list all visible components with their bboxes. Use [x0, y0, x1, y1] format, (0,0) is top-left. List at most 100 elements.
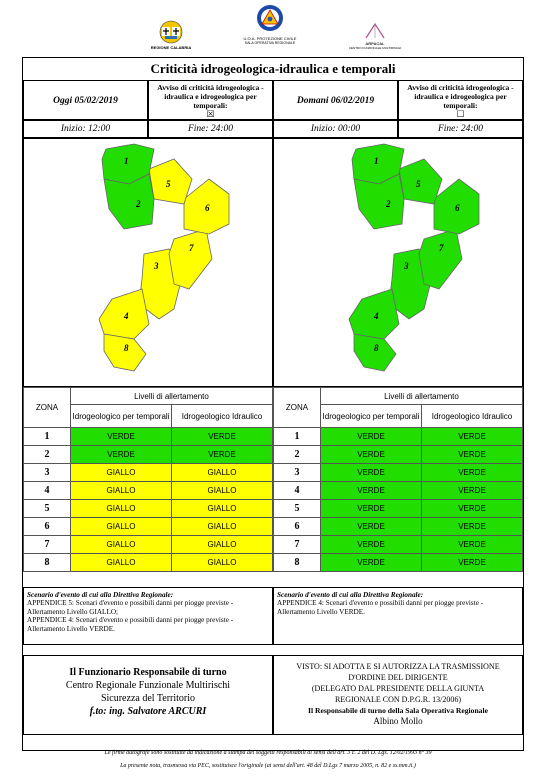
today-zone-cell: 2	[23, 445, 71, 464]
footer-left-line2: Centro Regionale Funzionale Multirischi	[65, 680, 231, 691]
tomorrow-alert-table: ZONA Livelli di allertamento Idrogeologi…	[273, 387, 523, 572]
tomorrow-avviso-checkbox[interactable]: ☐	[456, 109, 465, 119]
footer-right-line1: VISTO: SI ADOTTA E SI AUTORIZZA LA TRASM…	[296, 662, 500, 671]
today-scenario-heading: Scenario d'evento di cui alla Direttiva …	[27, 591, 174, 599]
today-zone-cell: 7	[23, 535, 71, 554]
today-zone-label-2: 2	[135, 199, 141, 209]
today-level-temporali: VERDE	[70, 427, 172, 446]
tomorrow-col2-header: Idrogeologico Idraulico	[421, 404, 523, 428]
today-zone-label-1: 1	[124, 156, 129, 166]
tomorrow-zone-cell: 7	[273, 535, 321, 554]
arpacal-emblem-icon	[365, 22, 385, 39]
tomorrow-row: 7 VERDE VERDE	[273, 535, 523, 554]
tomorrow-zone-label-8: 8	[374, 343, 379, 353]
today-zone-cell: 1	[23, 427, 71, 446]
today-alert-table: ZONA Livelli di allertamento Idrogeologi…	[23, 387, 273, 572]
today-level-idraulico: GIALLO	[171, 517, 273, 536]
today-livelli-header: Livelli di allertamento	[70, 387, 273, 405]
tomorrow-row: 8 VERDE VERDE	[273, 553, 523, 572]
today-row: 2 VERDE VERDE	[23, 445, 273, 464]
today-zone-6-area	[183, 178, 230, 235]
today-zone-8-area	[103, 333, 147, 372]
today-level-idraulico: GIALLO	[171, 553, 273, 572]
tomorrow-zone-cell: 5	[273, 499, 321, 518]
tomorrow-zone-label-3: 3	[403, 261, 409, 271]
tomorrow-row: 2 VERDE VERDE	[273, 445, 523, 464]
tomorrow-row: 6 VERDE VERDE	[273, 517, 523, 536]
tomorrow-zone-8-area	[353, 333, 397, 372]
tomorrow-map-cell: 1 2 5 6 3 7 4 8	[273, 138, 523, 387]
tomorrow-zone-cell: 6	[273, 517, 321, 536]
today-scenario-line1: APPENDICE 5: Scenari d'evento e possibil…	[27, 599, 234, 616]
footer-right-cell: VISTO: SI ADOTTA E SI AUTORIZZA LA TRASM…	[273, 655, 523, 735]
today-zone-cell: 6	[23, 517, 71, 536]
tomorrow-level-idraulico: VERDE	[421, 535, 523, 554]
tomorrow-level-temporali: VERDE	[320, 499, 422, 518]
tomorrow-level-idraulico: VERDE	[421, 481, 523, 500]
today-zone-2-area	[103, 173, 155, 230]
today-zone-label-8: 8	[124, 343, 129, 353]
tomorrow-end: Fine: 24:00	[398, 120, 523, 138]
today-zone-cell: 4	[23, 481, 71, 500]
tomorrow-zone-label-4: 4	[373, 311, 379, 321]
today-row: 5 GIALLO GIALLO	[23, 499, 273, 518]
signature-note: Le firme autografe sono sostituite da in…	[104, 750, 432, 756]
tomorrow-level-temporali: VERDE	[320, 481, 422, 500]
tomorrow-scenario-cell: Scenario d'evento di cui alla Direttiva …	[273, 587, 523, 645]
tomorrow-level-temporali: VERDE	[320, 445, 422, 464]
tomorrow-calabria-map: 1 2 5 6 3 7 4 8	[348, 143, 480, 372]
tomorrow-level-idraulico: VERDE	[421, 553, 523, 572]
tomorrow-livelli-header: Livelli di allertamento	[320, 387, 523, 405]
tomorrow-zone-7-area	[418, 228, 463, 290]
today-scenario-line2: APPENDICE 4: Scenari d'evento e possibil…	[27, 616, 234, 633]
tomorrow-scenario-heading: Scenario d'evento di cui alla Direttiva …	[277, 591, 424, 599]
today-table-body: 1 VERDE VERDE 2 VERDE VERDE 3 GIALLO GIALLO 4 GIAL…	[23, 427, 273, 572]
today-level-temporali: GIALLO	[70, 517, 172, 536]
pec-note: La presente nota, trasmessa via PEC, sos…	[120, 763, 416, 769]
footer-left-cell: Il Funzionario Responsabile di turno Cen…	[23, 655, 273, 735]
today-row: 4 GIALLO GIALLO	[23, 481, 273, 500]
tomorrow-level-idraulico: VERDE	[421, 445, 523, 464]
today-zona-header: ZONA	[23, 387, 71, 428]
footer-left-line1: Il Funzionario Responsabile di turno	[69, 667, 227, 678]
footer-left-line4: f.to: ing. Salvatore ARCURI	[89, 706, 207, 717]
tomorrow-avviso-cell: Avviso di criticità idrogeologica - idra…	[398, 80, 523, 120]
today-scenario-cell: Scenario d'evento di cui alla Direttiva …	[23, 587, 273, 645]
tomorrow-level-idraulico: VERDE	[421, 499, 523, 518]
today-zone-5-area	[148, 158, 193, 205]
tomorrow-level-idraulico: VERDE	[421, 427, 523, 446]
tomorrow-zone-label-1: 1	[374, 156, 379, 166]
today-start: Inizio: 12:00	[23, 120, 148, 138]
footer-right-line4: REGIONALE CON D.P.G.R. 13/2006)	[335, 695, 461, 704]
today-level-idraulico: GIALLO	[171, 499, 273, 518]
today-zone-label-5: 5	[166, 179, 171, 189]
today-level-temporali: GIALLO	[70, 481, 172, 500]
today-row: 1 VERDE VERDE	[23, 427, 273, 446]
header-logos: REGIONE CALABRIA U.O.A. PROTEZIONE CIVIL…	[0, 0, 536, 56]
today-level-temporali: GIALLO	[70, 535, 172, 554]
tomorrow-start: Inizio: 00:00	[273, 120, 398, 138]
tomorrow-date: Domani 06/02/2019	[296, 96, 375, 106]
today-calabria-map: 1 2 5 6 3 7 4 8	[98, 143, 230, 372]
tomorrow-zone-label-2: 2	[385, 199, 391, 209]
tomorrow-zone-5-area	[398, 158, 443, 205]
regione-calabria-logo: REGIONE CALABRIA	[146, 20, 196, 50]
today-date: Oggi 05/02/2019	[53, 96, 118, 106]
today-zone-label-4: 4	[123, 311, 129, 321]
today-zone-label-6: 6	[205, 203, 210, 213]
tomorrow-level-idraulico: VERDE	[421, 517, 523, 536]
regione-calabria-emblem-icon	[159, 20, 183, 44]
tomorrow-zone-6-area	[433, 178, 480, 235]
tomorrow-table-body: 1 VERDE VERDE 2 VERDE VERDE 3 VERDE VERDE 4 VERDE V…	[273, 427, 523, 572]
today-zone-label-7: 7	[189, 243, 194, 253]
today-date-cell: Oggi 05/02/2019	[23, 80, 148, 120]
today-level-idraulico: GIALLO	[171, 535, 273, 554]
tomorrow-date-cell: Domani 06/02/2019	[273, 80, 398, 120]
tomorrow-zone-label-6: 6	[455, 203, 460, 213]
tomorrow-col1-header: Idrogeologico per temporali	[320, 404, 422, 428]
tomorrow-row: 5 VERDE VERDE	[273, 499, 523, 518]
tomorrow-avviso-text: Avviso di criticità idrogeologica - idra…	[407, 83, 514, 110]
today-avviso-checkbox[interactable]: ☒	[206, 109, 215, 119]
tomorrow-zona-header: ZONA	[273, 387, 321, 428]
tomorrow-zone-cell: 2	[273, 445, 321, 464]
